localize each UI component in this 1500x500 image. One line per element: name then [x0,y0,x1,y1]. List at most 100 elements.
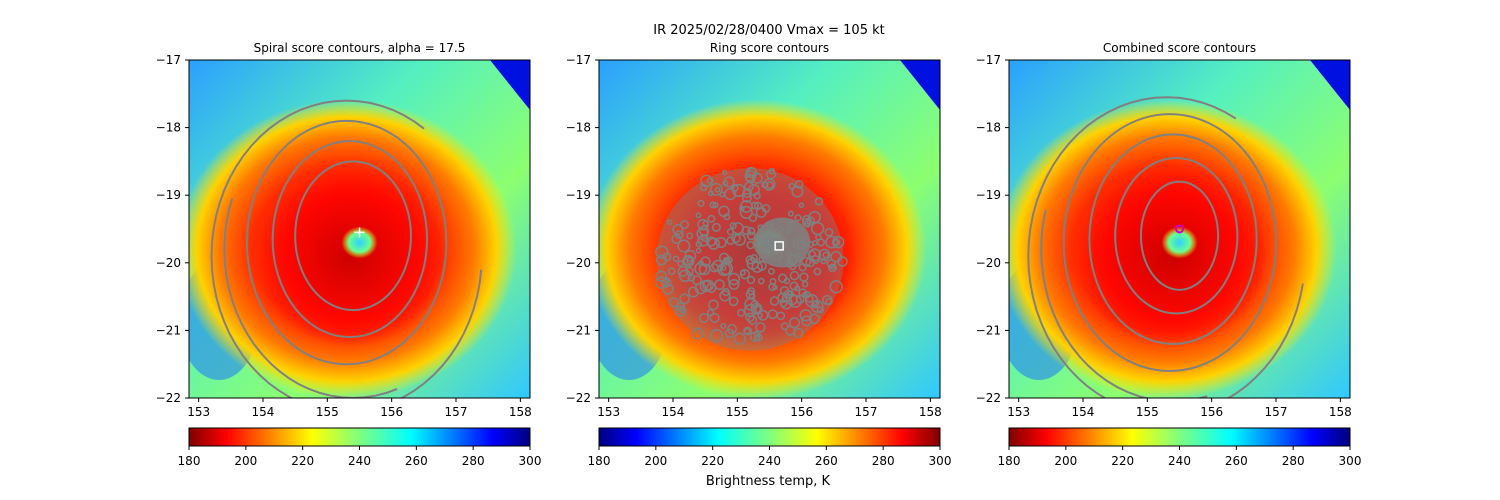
x-tick-label: 156 [380,405,403,419]
center-marker [354,227,365,238]
ring-contour [805,257,816,268]
contour-arc [210,99,483,398]
ring-contour [767,267,775,275]
ring-contour [798,202,805,208]
ring-contour [794,285,801,292]
y-tick-label: −18 [156,121,181,135]
ring-contour [799,309,812,322]
figure-suptitle: IR 2025/02/28/0400 Vmax = 105 kt [653,23,885,38]
colorbar-tick-label: 180 [178,454,201,468]
ring-contour [709,201,717,209]
contour-arc [1027,96,1304,398]
y-tick-label: −18 [976,121,1001,135]
cold-corner [490,60,530,110]
ring-contour [762,178,776,191]
colorbar-tick-label: 180 [588,454,611,468]
y-tick-label: −22 [156,391,181,405]
contour-line [1062,113,1278,372]
x-tick-label: 155 [1136,405,1159,419]
panel-title: Spiral score contours, alpha = 17.5 [254,41,466,55]
ring-contour [655,245,669,259]
ring-contour [748,293,756,300]
ring-contour [777,292,788,304]
y-tick-label: −17 [566,53,591,67]
colorbar [598,427,941,447]
ring-contour [750,201,759,210]
ring-contour [687,286,699,298]
ring-contour [720,322,727,330]
ring-contour [745,166,757,179]
ring-contour [698,260,704,267]
ring-contour [751,172,763,184]
ring-contour [684,249,697,262]
ring-contour [706,177,714,185]
ring-contour [768,167,776,175]
y-tick-label: −19 [566,188,591,202]
ring-contour [743,303,757,317]
ring-contour [745,312,755,323]
ring-contour [779,299,788,308]
ring-contour [679,293,690,305]
ring-contour [702,220,709,227]
ring-contour [746,231,756,241]
y-tick-label: −19 [976,188,1001,202]
contour-line [245,119,448,366]
ring-contour [691,327,704,340]
ring-contour [750,300,759,309]
ring-contour [709,329,724,343]
center-marker [1175,224,1184,234]
ring-contour [794,179,804,189]
ring-contour [706,282,717,293]
ring-contour [722,169,728,176]
ring-contour [706,309,715,317]
center-marker [774,241,784,251]
ring-contour [728,278,740,290]
colorbar-tick-label: 280 [462,454,485,468]
ring-contour [667,267,676,276]
colorbar-tick-label: 200 [644,454,667,468]
ring-contour [709,182,723,196]
ring-contour [743,327,751,335]
ring-contour [672,223,684,236]
cold-corner [900,60,940,110]
x-tick-label: 157 [855,405,878,419]
ring-contour [785,325,796,336]
x-tick-label: 157 [1265,405,1288,419]
contour-line [1114,157,1239,315]
ring-contour [718,205,730,218]
ring-contour [822,251,830,259]
ring-contour [686,232,694,240]
y-tick-label: −21 [976,323,1001,337]
ring-contour [655,270,667,282]
ring-contour [680,220,689,230]
ring-contour [676,302,686,312]
ring-contour [685,266,694,276]
ring-contour [721,288,730,297]
ring-contour [705,236,717,247]
ring-contour [739,269,746,276]
ring-contour [832,238,841,246]
ring-contour [727,324,737,334]
ring-contour [776,311,786,321]
ring-contour [733,332,746,345]
ring-contour [671,234,682,245]
ring-contour [828,263,837,273]
ring-contour [837,256,848,267]
ring-contour [739,205,753,219]
panel-title: Combined score contours [1103,41,1256,55]
ring-contour [799,272,809,282]
ring-contour [825,235,839,249]
ring-contour [678,269,692,283]
ring-contour [794,214,802,222]
ring-contour [733,233,746,246]
x-tick-label: 155 [726,405,749,419]
colorbar [188,427,531,447]
ring-contour [728,296,739,307]
colorbar-tick-label: 240 [1168,454,1191,468]
colorbar-tick-label: 260 [405,454,428,468]
ring-contour [715,236,727,249]
ring-contour [820,257,827,265]
contour-line [271,140,429,339]
ring-contour [829,280,843,294]
ring-contour [711,222,721,232]
